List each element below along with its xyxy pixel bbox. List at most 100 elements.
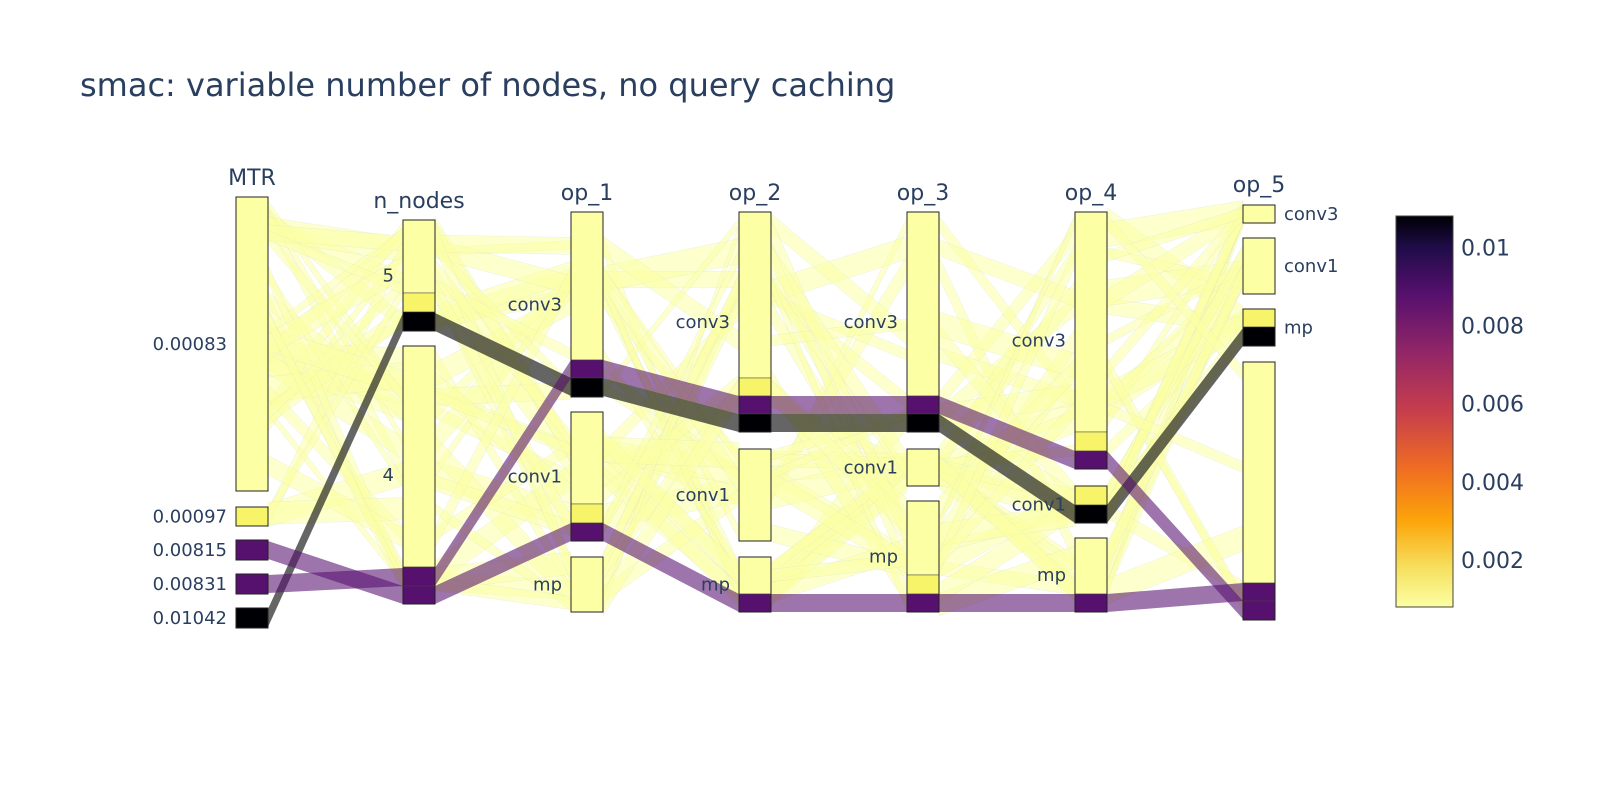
category-bar-n-nodes-5[interactable] bbox=[402, 219, 436, 332]
category-bar-n-nodes-4[interactable] bbox=[402, 345, 436, 605]
category-bar-segment bbox=[738, 413, 772, 433]
category-bar-segment bbox=[906, 448, 940, 487]
category-label-op-4-conv3: conv3 bbox=[1012, 331, 1066, 352]
category-bar-MTR-0-00815[interactable] bbox=[235, 539, 269, 561]
category-label-op-2-conv3: conv3 bbox=[676, 312, 730, 333]
ribbon-highlight-0-01042 bbox=[1107, 328, 1243, 523]
category-label-op-3-mp: mp bbox=[869, 547, 898, 568]
category-bar-op-2-mp[interactable] bbox=[738, 556, 772, 613]
ribbon-highlight-0-01042 bbox=[939, 414, 1075, 523]
category-bar-segment bbox=[570, 211, 604, 361]
category-bar-segment bbox=[738, 377, 772, 397]
category-bar-segment bbox=[1242, 308, 1276, 328]
category-bar-layer bbox=[235, 196, 1276, 629]
category-bar-segment bbox=[235, 196, 269, 492]
category-bar-segment bbox=[570, 503, 604, 524]
dimension-title-n-nodes: n_nodes bbox=[373, 189, 464, 214]
ribbon-highlight-0-00815 bbox=[771, 594, 907, 612]
category-bar-segment bbox=[235, 539, 269, 561]
colorbar-tick-label: 0.008 bbox=[1461, 314, 1524, 339]
category-bar-op-5-blank[interactable] bbox=[1242, 361, 1276, 621]
category-label-op-2-mp: mp bbox=[701, 575, 730, 596]
category-bar-op-1-conv1[interactable] bbox=[570, 411, 604, 542]
dimension-title-op-5: op_5 bbox=[1233, 173, 1285, 198]
category-label-op-2-conv1: conv1 bbox=[676, 485, 730, 506]
ribbon-highlight-0-00815 bbox=[435, 523, 571, 604]
category-bar-segment bbox=[906, 413, 940, 433]
category-label-MTR-0-00097: 0.00097 bbox=[153, 507, 227, 528]
category-bar-op-4-mp[interactable] bbox=[1074, 537, 1108, 613]
category-bar-segment bbox=[906, 395, 940, 415]
category-bar-op-3-mp[interactable] bbox=[906, 500, 940, 613]
category-bar-op-4-conv1[interactable] bbox=[1074, 485, 1108, 524]
ribbon-highlight-0-01042 bbox=[268, 313, 403, 627]
category-bar-segment bbox=[570, 522, 604, 542]
category-bar-segment bbox=[1242, 600, 1276, 621]
category-bar-op-1-conv3[interactable] bbox=[570, 211, 604, 398]
dimension-title-op-1: op_1 bbox=[561, 181, 613, 206]
category-bar-op-4-conv3[interactable] bbox=[1074, 211, 1108, 470]
category-bar-op-2-conv1[interactable] bbox=[738, 448, 772, 542]
category-bar-segment bbox=[1074, 431, 1108, 452]
category-bar-segment bbox=[906, 500, 940, 576]
category-bar-segment bbox=[570, 377, 604, 398]
category-label-op-1-conv3: conv3 bbox=[508, 295, 562, 316]
ribbon-highlight-0-00831 bbox=[939, 396, 1075, 469]
category-bar-op-5-mp[interactable] bbox=[1242, 308, 1276, 347]
category-bar-op-5-conv3[interactable] bbox=[1242, 204, 1276, 224]
category-bar-segment bbox=[1074, 211, 1108, 433]
category-bar-segment bbox=[1074, 485, 1108, 506]
category-bar-segment bbox=[1074, 537, 1108, 595]
category-bar-segment bbox=[1074, 593, 1108, 613]
category-bar-segment bbox=[235, 506, 269, 527]
category-label-op-1-mp: mp bbox=[533, 575, 562, 596]
category-label-n-nodes-4: 4 bbox=[383, 465, 394, 486]
category-bar-op-1-mp[interactable] bbox=[570, 556, 604, 613]
dimension-title-op-3: op_3 bbox=[897, 181, 949, 206]
dimension-title-MTR: MTR bbox=[228, 166, 276, 191]
category-bar-segment bbox=[738, 556, 772, 595]
category-bar-op-3-conv1[interactable] bbox=[906, 448, 940, 487]
category-bar-segment bbox=[906, 593, 940, 613]
dimension-title-op-4: op_4 bbox=[1065, 181, 1117, 206]
ribbon-layer bbox=[267, 199, 1244, 627]
category-bar-segment bbox=[235, 573, 269, 595]
category-bar-MTR-0-00083[interactable] bbox=[235, 196, 269, 492]
ribbon-highlight-0-00815 bbox=[268, 541, 403, 604]
ribbon-highlight-0-00815 bbox=[603, 523, 739, 612]
category-label-op-5-conv3: conv3 bbox=[1284, 204, 1338, 225]
category-label-op-4-conv1: conv1 bbox=[1012, 495, 1066, 516]
category-bar-segment bbox=[570, 411, 604, 505]
category-label-op-5-mp: mp bbox=[1284, 318, 1313, 339]
category-bar-op-5-conv1[interactable] bbox=[1242, 237, 1276, 295]
colorbar-tick-label: 0.01 bbox=[1461, 236, 1510, 261]
category-bar-segment bbox=[570, 556, 604, 613]
ribbon-highlight-0-00815 bbox=[939, 594, 1075, 612]
category-label-n-nodes-5: 5 bbox=[383, 266, 394, 287]
category-bar-segment bbox=[1242, 237, 1276, 295]
category-bar-segment bbox=[570, 359, 604, 379]
category-label-MTR-0-00815: 0.00815 bbox=[153, 540, 227, 561]
category-bar-segment bbox=[1242, 204, 1276, 224]
category-bar-op-3-conv3[interactable] bbox=[906, 211, 940, 433]
ribbon-background bbox=[434, 234, 572, 255]
category-bar-MTR-0-00831[interactable] bbox=[235, 573, 269, 595]
category-bar-MTR-0-01042[interactable] bbox=[235, 607, 269, 629]
category-bar-segment bbox=[906, 574, 940, 595]
category-bar-segment bbox=[1074, 504, 1108, 524]
category-bar-op-2-conv3[interactable] bbox=[738, 211, 772, 433]
category-bar-segment bbox=[1074, 450, 1108, 470]
category-bar-segment bbox=[235, 607, 269, 629]
ribbon-highlight-0-00831 bbox=[1107, 451, 1243, 619]
colorbar-gradient bbox=[1395, 215, 1454, 608]
category-bar-segment bbox=[738, 593, 772, 613]
category-bar-MTR-0-00097[interactable] bbox=[235, 506, 269, 527]
category-label-op-5-conv1: conv1 bbox=[1284, 256, 1338, 277]
ribbon-highlight-0-00831 bbox=[435, 360, 571, 586]
ribbon-highlight-0-00831 bbox=[603, 360, 739, 414]
chart-title: smac: variable number of nodes, no query… bbox=[80, 66, 896, 104]
category-bar-segment bbox=[1242, 361, 1276, 584]
category-bar-segment bbox=[738, 448, 772, 542]
ribbon-highlight-0-01042 bbox=[771, 414, 907, 432]
